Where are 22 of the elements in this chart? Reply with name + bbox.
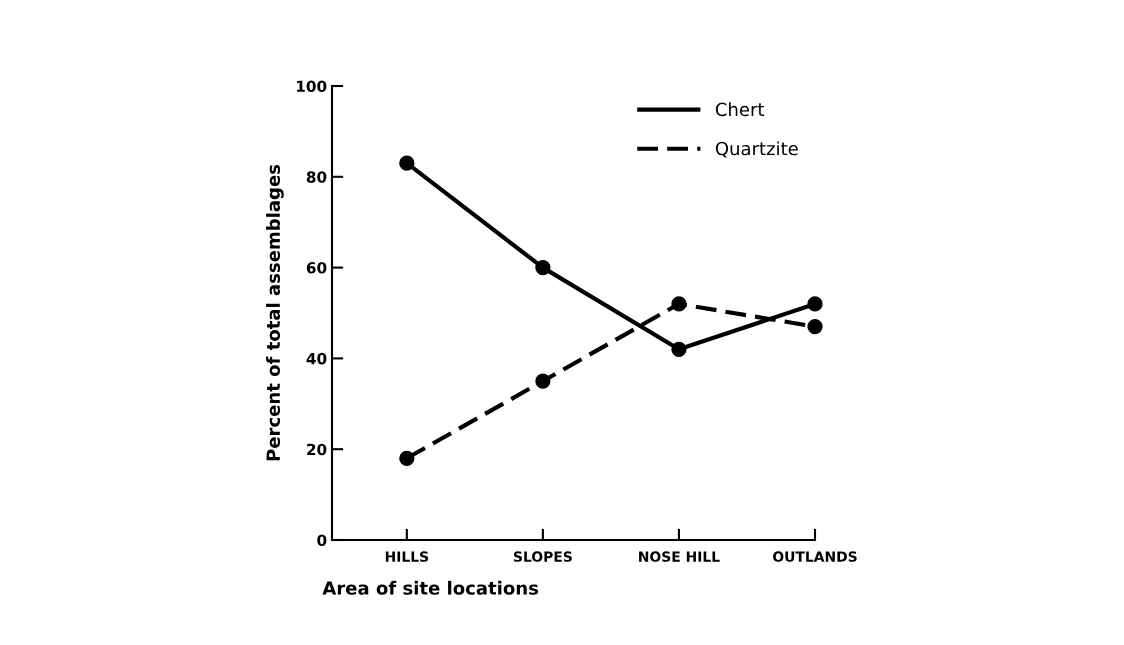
x-tick-label: NOSE HILL <box>639 551 720 562</box>
x-tick-label: OUTLANDS <box>773 551 857 562</box>
point <box>535 373 551 389</box>
point <box>671 296 687 312</box>
x-tick-label: SLOPES <box>513 551 572 562</box>
x-axis-title: Area of site locations <box>322 580 539 595</box>
x-tick-label: HILLS <box>385 551 429 562</box>
legend-label: Quartzite <box>715 141 798 158</box>
y-tick-label: 80 <box>306 171 327 183</box>
point <box>671 341 687 357</box>
legend-label: Chert <box>715 102 765 117</box>
y-tick-label: 20 <box>307 443 327 456</box>
point <box>807 318 823 335</box>
y-tick-label: 60 <box>306 262 327 274</box>
point <box>399 155 415 171</box>
y-tick-label: 0 <box>317 534 327 547</box>
y-tick-label: 40 <box>306 352 327 365</box>
point <box>807 296 823 312</box>
y-axis-title: Percent of total assemblages <box>266 164 284 461</box>
point <box>535 259 551 276</box>
y-tick-label: 100 <box>296 80 327 93</box>
point <box>399 450 415 466</box>
